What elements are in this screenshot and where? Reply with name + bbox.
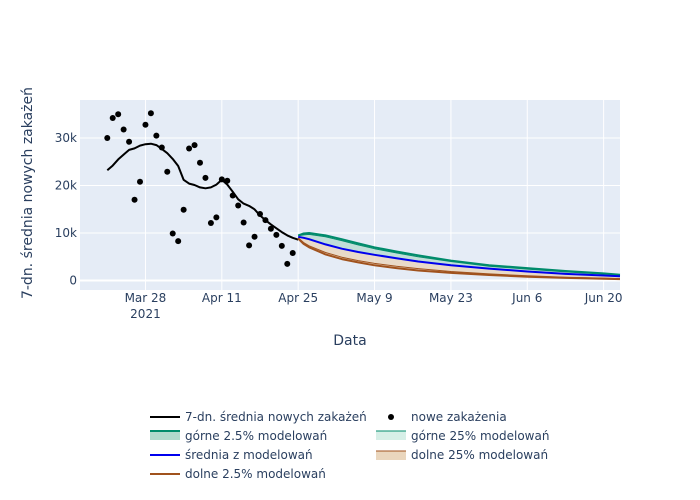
x-tick-sublabel: 2021 [130,307,161,321]
y-tick-label: 20k [55,179,77,193]
legend-item-avg[interactable]: 7-dn. średnia nowych zakażeń [150,410,367,424]
x-tick-label: May 9 [356,291,392,305]
x-axis-title: Data [333,333,366,349]
observed-points [104,110,296,267]
data-point[interactable] [273,231,280,238]
legend: 7-dn. średnia nowych zakażeń nowe zakaże… [150,410,549,481]
legend-item-lower-quartile[interactable]: dolne 25% modelowań [376,448,548,462]
data-point[interactable] [229,192,236,199]
x-tick-label: May 23 [429,291,473,305]
line-mean [298,235,621,278]
legend-item-upper25[interactable]: górne 2.5% modelowań [150,429,327,443]
line-lower-2-5 [297,237,621,281]
line-upper-2-5 [297,232,621,276]
data-point[interactable] [131,196,138,203]
data-point[interactable] [104,135,111,141]
data-point[interactable] [251,233,258,240]
data-point[interactable] [197,159,203,166]
data-point[interactable] [202,174,209,181]
legend-swatch-upper-quartile-fill [376,431,406,440]
x-axis-ticks: Mar 28 2021 Apr 11 Apr 25 May 9 May 23 Jun 6 Ju… [125,291,623,321]
series-lines [106,142,621,281]
y-axis-ticks: 0 10k 20k 30k [55,131,77,288]
data-point[interactable] [109,115,116,122]
data-point[interactable] [218,176,225,183]
data-point[interactable] [278,242,285,249]
data-point[interactable] [284,260,291,267]
data-point[interactable] [153,132,160,139]
data-point[interactable] [246,242,253,249]
data-point[interactable] [142,121,149,128]
data-point[interactable] [240,219,247,226]
legend-label-lower25: dolne 2.5% modelowań [185,467,326,481]
data-point[interactable] [207,220,214,227]
data-point[interactable] [180,206,187,213]
legend-swatch-lower-quartile-fill [376,451,406,460]
legend-item-mean[interactable]: średnia z modelowań [150,448,313,462]
legend-label-mean: średnia z modelowań [185,448,313,462]
legend-swatch-points [388,414,394,420]
data-point[interactable] [289,249,296,256]
y-tick-label: 10k [55,226,77,240]
data-point[interactable] [115,111,122,118]
y-tick-label: 0 [69,274,77,288]
legend-item-upper-quartile[interactable]: górne 25% modelowań [376,429,549,443]
data-point[interactable] [186,145,193,152]
x-tick-label: Apr 25 [278,291,318,305]
data-point[interactable] [235,202,242,209]
x-tick-label: Mar 28 [125,291,167,305]
data-point[interactable] [224,177,231,184]
data-point[interactable] [175,238,182,245]
data-point[interactable] [120,126,127,133]
data-point[interactable] [262,217,269,224]
data-point[interactable] [158,144,165,151]
legend-item-points[interactable]: nowe zakażenia [388,410,507,424]
x-tick-label: Apr 11 [202,291,242,305]
data-point[interactable] [126,138,133,145]
x-tick-label: Jun 6 [511,291,542,305]
legend-label-lower-quartile: dolne 25% modelowań [411,448,548,462]
legend-label-upper25: górne 2.5% modelowań [185,429,327,443]
y-tick-label: 30k [55,131,77,145]
legend-label-points: nowe zakażenia [411,410,507,424]
data-point[interactable] [147,110,154,117]
data-point[interactable] [213,214,220,221]
data-point[interactable] [267,225,274,232]
data-point[interactable] [164,168,171,175]
legend-item-lower25[interactable]: dolne 2.5% modelowań [150,467,326,481]
legend-swatch-upper25-fill [150,431,180,440]
data-point[interactable] [257,211,263,217]
data-point[interactable] [137,178,143,185]
x-tick-label: Jun 20 [584,291,623,305]
data-point[interactable] [191,142,198,149]
y-axis-title: 7-dn. średnia nowych zakażeń [20,87,36,299]
legend-label-avg: 7-dn. średnia nowych zakażeń [185,410,367,424]
legend-label-upper-quartile: górne 25% modelowań [411,429,549,443]
data-point[interactable] [169,230,176,237]
